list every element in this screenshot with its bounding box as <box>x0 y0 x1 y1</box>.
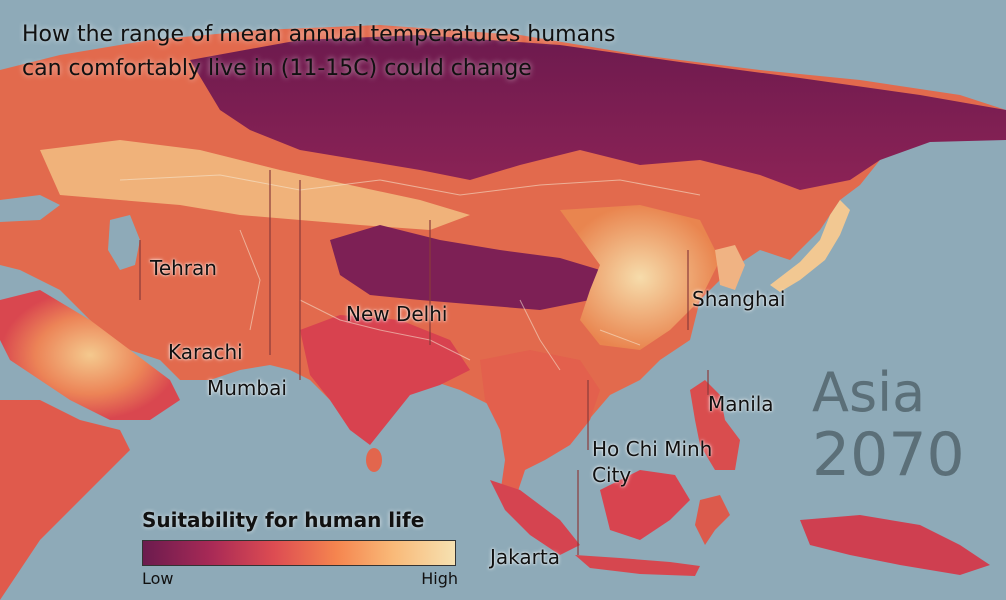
sulawesi <box>695 495 730 545</box>
legend-low-label: Low <box>142 569 174 588</box>
city-label-mumbai: Mumbai <box>207 376 287 400</box>
india-zone <box>300 315 470 445</box>
city-label-ho-chi-minh-line2: City <box>592 463 632 487</box>
legend-color-bar <box>142 540 456 566</box>
caspian-sea <box>108 215 140 270</box>
city-label-ho-chi-minh: Ho Chi Minh City <box>592 436 712 488</box>
city-label-ho-chi-minh-line1: Ho Chi Minh <box>592 437 713 461</box>
black-sea <box>0 195 60 222</box>
siberia-low-zone <box>190 35 1006 190</box>
city-label-new-delhi: New Delhi <box>346 302 448 326</box>
korea <box>715 245 745 290</box>
legend: Suitability for human life Low High <box>142 508 458 588</box>
indochina-zone <box>480 350 600 500</box>
city-spikes <box>139 170 709 555</box>
philippines <box>690 380 740 470</box>
legend-ends: Low High <box>142 566 458 588</box>
japan <box>770 200 850 292</box>
new-guinea <box>800 515 990 575</box>
city-label-karachi: Karachi <box>168 340 243 364</box>
tibet-low-zone <box>330 225 600 310</box>
east-china-zone <box>560 205 720 350</box>
legend-high-label: High <box>421 569 458 588</box>
central-asia-zone <box>40 140 470 230</box>
title-line-1: How the range of mean annual temperature… <box>22 22 616 47</box>
country-borders <box>119 174 701 371</box>
title-line-2: can comfortably live in (11-15C) could c… <box>22 56 532 81</box>
java <box>575 555 700 576</box>
sumatra <box>490 480 580 555</box>
city-label-tehran: Tehran <box>150 256 217 280</box>
arabia-zone <box>0 290 180 420</box>
africa-zone <box>0 400 130 600</box>
map-title: How the range of mean annual temperature… <box>22 18 615 86</box>
legend-title: Suitability for human life <box>142 508 425 532</box>
region-name: Asia <box>812 361 926 424</box>
city-label-shanghai: Shanghai <box>692 287 786 311</box>
sri-lanka <box>366 448 382 472</box>
region-label: Asia 2070 <box>812 361 965 490</box>
city-label-manila: Manila <box>708 392 774 416</box>
region-year: 2070 <box>812 420 965 490</box>
city-label-jakarta: Jakarta <box>490 545 560 569</box>
borneo <box>600 470 690 540</box>
